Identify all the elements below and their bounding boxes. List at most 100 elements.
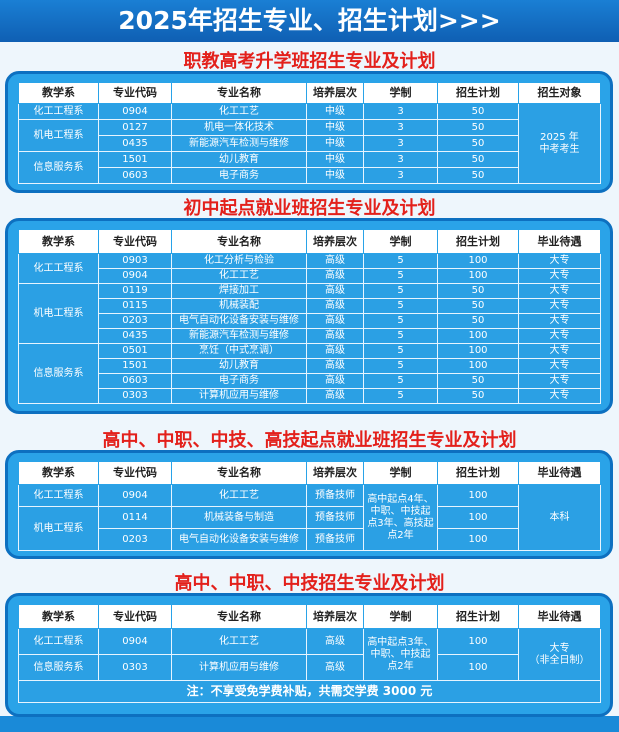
header-cell: 学制 (363, 461, 438, 485)
cell: 高级 (306, 373, 364, 389)
cell: 中级 (306, 103, 364, 120)
section-title: 初中起点就业班招生专业及计划 (183, 198, 436, 219)
cell: 化工工艺 (171, 628, 307, 655)
cell: 新能源汽车检测与维修 (171, 135, 307, 152)
cell: 电气自动化设备安装与维修 (171, 528, 307, 551)
cell: 电子商务 (171, 373, 307, 389)
cell: 0904 (98, 268, 172, 284)
table: 教学系 专业代码 专业名称 培养层次 学制 招生计划 招生对象 化工工程系 0904 化工工艺 中级… (18, 82, 601, 184)
header-cell: 专业代码 (98, 461, 172, 485)
cell: 化工工艺 (171, 268, 307, 284)
cell: 大专 (518, 343, 601, 359)
header-cell: 毕业待遇 (518, 461, 601, 485)
header-cell: 培养层次 (306, 229, 364, 254)
table-row: 机电工程系 0119 焊接加工 高级 5 50 大专 (18, 283, 601, 344)
table-row: 0904 化工工艺 高级 5 100 大专 (19, 268, 601, 284)
cell: 高级 (306, 358, 364, 374)
cell: 5 (363, 253, 438, 269)
cell: 0904 (98, 628, 172, 655)
cell: 100 (437, 506, 519, 529)
header-cell: 招生计划 (437, 82, 519, 104)
cell: 3 (363, 151, 438, 168)
cell: 5 (363, 313, 438, 329)
cell: 机械装备与制造 (171, 506, 307, 529)
cell: 50 (437, 119, 519, 136)
cell: 5 (363, 298, 438, 314)
cell: 高级 (306, 253, 364, 269)
cell: 机电一体化技术 (171, 119, 307, 136)
cell: 3 (363, 167, 438, 184)
cell: 50 (437, 298, 519, 314)
cell: 大专 (518, 373, 601, 389)
cell: 100 (437, 343, 519, 359)
cell: 化工工程系 (18, 103, 99, 120)
cell: 50 (437, 103, 519, 120)
table-row: 化工工程系 0904 化工工艺 高级 高中起点3年、中职、中技起点2年 100 大专 （非全日… (18, 628, 601, 681)
cell: 100 (437, 528, 519, 551)
cell: 5 (363, 388, 438, 404)
cell: 中级 (306, 119, 364, 136)
cell: 0903 (98, 253, 172, 269)
table-row: 0115 机械装配 高级 5 50 大专 (19, 298, 601, 314)
header-cell: 专业名称 (171, 229, 307, 254)
cell: 大专 (518, 328, 601, 344)
table-row: 机电工程系 0114 机械装备与制造 预备技师 100 (18, 506, 601, 551)
cell: 高级 (306, 628, 364, 655)
cell-line: （非全日制） (529, 654, 590, 666)
cell: 大专 (518, 283, 601, 299)
header-cell: 毕业待遇 (518, 604, 601, 629)
cell: 100 (437, 358, 519, 374)
header-row: 教学系 专业代码 专业名称 培养层次 学制 招生计划 毕业待遇 (18, 229, 601, 254)
cell: 预备技师 (306, 528, 364, 551)
cell-line: 2025 年 (540, 131, 579, 143)
cell: 高级 (306, 328, 364, 344)
header-cell: 学制 (363, 604, 438, 629)
header-cell: 教学系 (18, 604, 99, 629)
header-cell: 教学系 (18, 461, 99, 485)
cell: 50 (437, 135, 519, 152)
cell: 100 (437, 654, 519, 681)
cell: 高中起点4年、中职、中技起点3年、高技起点2年 (363, 484, 438, 551)
cell: 高级 (306, 298, 364, 314)
header-cell: 专业名称 (171, 461, 307, 485)
table-box: 教学系 专业代码 专业名称 培养层次 学制 招生计划 毕业待遇 化工工程系 0904 化工工艺 预备… (5, 450, 613, 559)
table-row: 机电工程系 0127 机电一体化技术 中级 3 50 (18, 119, 601, 152)
cell: 大专 （非全日制） (518, 628, 601, 681)
header-cell: 专业代码 (98, 82, 172, 104)
table-row: 1501 幼儿教育 高级 5 100 大专 (19, 358, 601, 374)
table-row: 化工工程系 0904 化工工艺 中级 3 50 2025 年中考考生 (18, 103, 601, 184)
table: 教学系 专业代码 专业名称 培养层次 学制 招生计划 毕业待遇 化工工程系 0904 化工工艺 高级… (18, 604, 601, 703)
table-row: 0435 新能源汽车检测与维修 中级 3 50 (19, 135, 601, 152)
header-cell: 培养层次 (306, 461, 364, 485)
note: 注：不享受免学费补贴，共需交学费 3000 元 (18, 680, 601, 703)
header-cell: 专业名称 (171, 82, 307, 104)
cell: 0435 (98, 135, 172, 152)
cell: 信息服务系 (18, 151, 99, 184)
cell: 100 (437, 328, 519, 344)
cell: 大专 (518, 388, 601, 404)
cell: 计算机应用与维修 (171, 388, 307, 404)
table-row: 信息服务系 1501 幼儿教育 中级 3 50 (18, 151, 601, 184)
header-cell: 学制 (363, 229, 438, 254)
cell: 50 (437, 373, 519, 389)
cell: 0203 (98, 313, 172, 329)
cell: 2025 年中考考生 (518, 103, 601, 184)
cell: 0501 (98, 343, 172, 359)
cell: 大专 (518, 358, 601, 374)
cell: 5 (363, 373, 438, 389)
cell: 预备技师 (306, 506, 364, 529)
header-cell: 招生计划 (437, 229, 519, 254)
header-cell: 教学系 (18, 229, 99, 254)
cell: 0203 (98, 528, 172, 551)
cell: 机电工程系 (18, 283, 99, 344)
header-cell: 专业名称 (171, 604, 307, 629)
cell: 5 (363, 268, 438, 284)
page-header: 2025年招生专业、招生计划>>> (0, 0, 619, 42)
cell: 大专 (518, 298, 601, 314)
cell: 中级 (306, 151, 364, 168)
header-cell: 招生对象 (518, 82, 601, 104)
cell: 烹饪（中式烹调） (171, 343, 307, 359)
cell: 0114 (98, 506, 172, 529)
table: 教学系 专业代码 专业名称 培养层次 学制 招生计划 毕业待遇 化工工程系 0903 化工分析与检… (18, 229, 601, 404)
